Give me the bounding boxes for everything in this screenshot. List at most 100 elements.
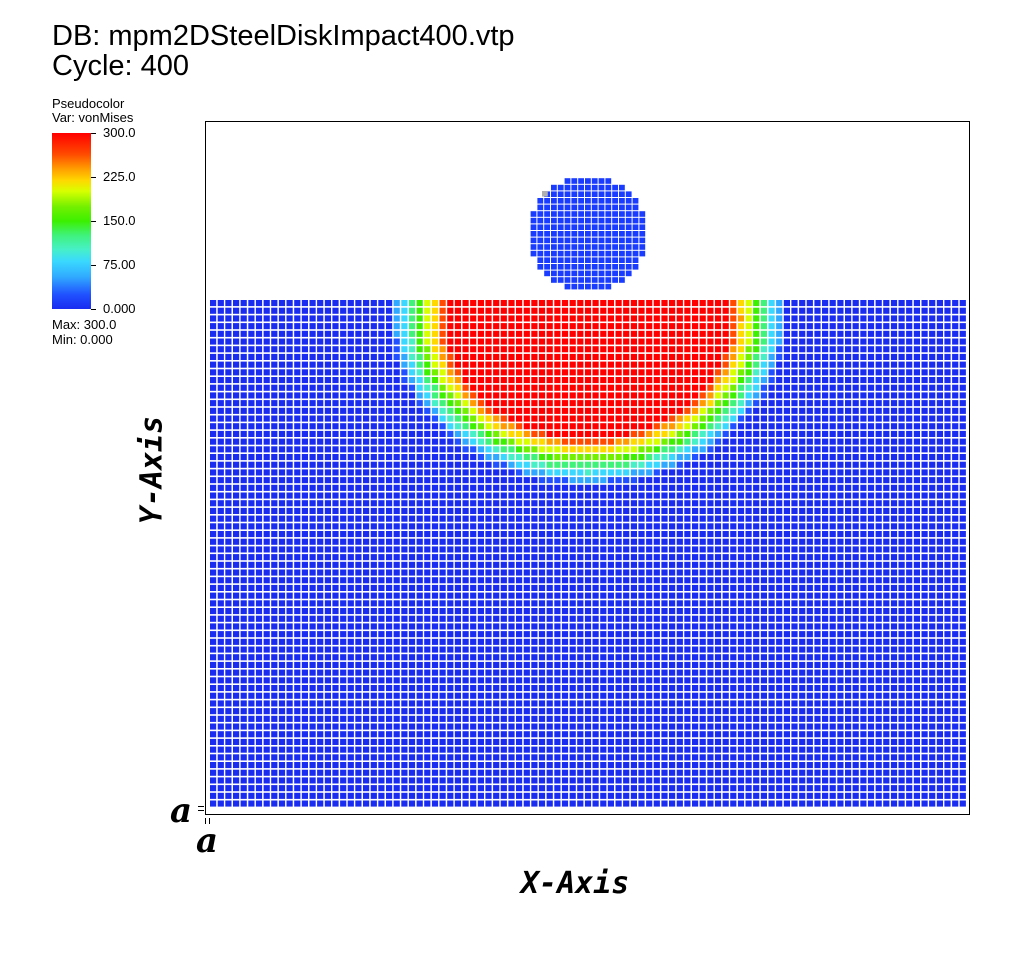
particle [516,330,523,337]
particle [523,315,530,322]
particle [684,538,691,545]
particle [324,523,331,530]
particle [569,392,576,399]
particle [638,515,645,522]
particle [554,523,561,530]
particle [883,531,890,538]
particle [936,600,943,607]
particle [386,377,393,384]
particle [577,615,584,622]
particle [867,600,875,607]
particle [462,361,469,368]
particle [791,669,798,676]
particle [814,353,821,360]
particle [210,330,217,337]
particle [760,523,767,530]
particle [431,546,439,553]
particle [485,646,492,653]
particle [959,631,966,638]
particle [615,608,622,615]
particle [523,477,530,484]
particle [890,523,898,530]
particle [699,461,706,468]
particle [424,546,431,553]
particle [944,546,951,553]
particle [462,500,469,507]
particle [669,415,676,422]
particle [462,654,469,661]
particle [523,446,530,453]
particle [592,600,599,607]
particle [699,507,706,514]
particle [401,323,408,330]
particle [959,377,966,384]
particle [493,569,500,576]
particle [538,300,546,307]
particle [623,392,630,399]
particle [386,323,393,330]
particle [745,392,752,399]
particle [592,500,599,507]
particle [309,369,316,376]
particle [783,361,790,368]
particle [638,300,645,307]
particle [554,315,561,322]
particle [707,323,714,330]
particle [324,515,331,522]
particle [829,554,836,561]
particle [714,569,722,576]
particle [638,615,645,622]
particle [600,384,607,391]
particle [753,400,760,407]
particle [401,577,408,584]
particle [906,477,913,484]
particle [309,407,316,414]
particle [332,484,339,491]
particle [822,415,829,422]
particle [676,500,683,507]
particle [408,623,416,630]
particle [653,661,660,668]
particle [210,369,217,376]
particle [470,338,477,345]
particle [714,454,722,461]
particle [470,446,477,453]
particle [745,531,752,538]
particle [340,561,347,568]
particle [707,500,714,507]
particle [929,561,936,568]
particle [906,446,913,453]
particle [806,669,813,676]
particle [906,361,913,368]
particle [569,300,576,307]
particle [416,661,423,668]
particle [730,323,737,330]
particle [386,677,393,684]
particle [393,523,400,530]
particle [470,661,477,668]
particle [538,531,546,538]
particle [393,654,400,661]
particle [867,646,875,653]
particle [324,361,331,368]
particle [531,469,538,476]
particle [630,423,637,430]
particle [791,554,798,561]
particle [378,369,385,376]
particle [646,446,653,453]
particle [393,338,400,345]
particle [906,584,913,591]
particle [508,338,515,345]
particle [669,423,676,430]
particle [630,492,637,499]
particle [462,330,469,337]
particle [485,600,492,607]
particle [607,477,614,484]
particle [753,454,760,461]
particle [806,369,813,376]
particle [324,584,331,591]
particle [347,600,354,607]
particle [845,577,852,584]
particle [845,461,852,468]
particle [623,507,630,514]
